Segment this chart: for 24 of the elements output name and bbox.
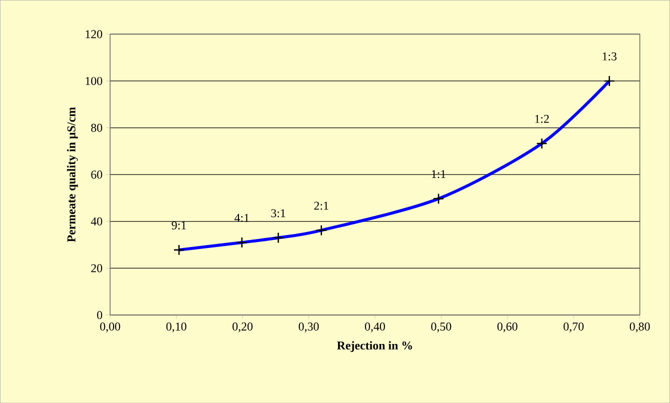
y-tick-label: 60	[91, 170, 102, 179]
x-tick-label: 0,70	[564, 322, 584, 332]
x-tick-label: 0,80	[630, 322, 650, 332]
x-tick-label: 0,30	[298, 322, 319, 332]
y-tick-label: 40	[90, 217, 102, 226]
y-tick-label: 80	[91, 124, 102, 132]
x-tick-label: 0,10	[166, 322, 186, 332]
x-axis-title: Rejection in %	[337, 341, 412, 352]
annotation: 4:1	[234, 214, 249, 222]
x-tick-label: 0,00	[100, 322, 120, 332]
y-tick-label: 0	[97, 310, 102, 319]
annotation: 1:2	[535, 114, 549, 123]
x-tick-label: 0,50	[431, 322, 452, 332]
y-tick-label: 120	[86, 30, 102, 38]
x-tick-label: 0,60	[497, 322, 518, 332]
annotation: 2:1	[314, 202, 328, 210]
y-tick-label: 100	[86, 76, 102, 85]
x-tick-label: 0,20	[232, 322, 253, 332]
x-tick-label: 0,40	[364, 322, 385, 332]
annotation: 3:1	[271, 209, 286, 218]
annotation: 1:3	[602, 52, 617, 60]
y-axis-title: Permeate quality in µS/cm	[66, 107, 78, 242]
annotation: 9:1	[172, 221, 186, 230]
y-tick-label: 20	[91, 264, 102, 272]
